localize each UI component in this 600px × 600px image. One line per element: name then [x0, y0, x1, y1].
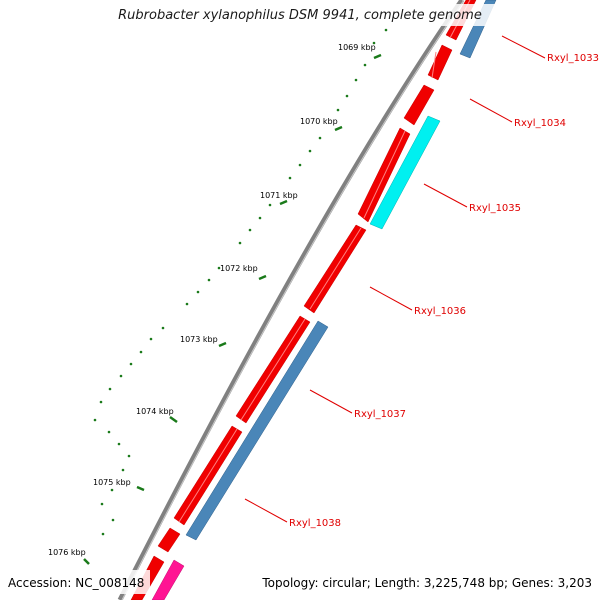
map-title: Rubrobacter xylanophilus DSM 9941, compl…: [118, 8, 482, 23]
genome-summary: Topology: circular; Length: 3,225,748 bp…: [262, 576, 592, 590]
gene-label-rxyl-1033: Rxyl_1033: [547, 53, 599, 64]
gene-label-rxyl-1034: Rxyl_1034: [514, 118, 566, 129]
kbp-label-1072: 1072 kbp: [220, 264, 258, 273]
gene-block-magenta: [151, 559, 185, 600]
kbp-label-1074: 1074 kbp: [136, 407, 174, 416]
kbp-labels: 1069 kbp 1070 kbp 1071 kbp 1072 kbp 1073…: [48, 43, 376, 557]
gene-block-rxyl-1035: [369, 115, 441, 230]
kbp-label-1069: 1069 kbp: [338, 43, 376, 52]
kbp-label-1070: 1070 kbp: [300, 117, 338, 126]
gene-block-rxyl-1037: [185, 320, 329, 541]
gene-callouts: [244, 35, 546, 523]
forward-genes: [130, 0, 477, 600]
kbp-label-1073: 1073 kbp: [180, 335, 218, 344]
kbp-label-1075: 1075 kbp: [93, 478, 131, 487]
gene-label-rxyl-1038: Rxyl_1038: [289, 518, 341, 529]
kbp-label-1071: 1071 kbp: [260, 191, 298, 200]
gene-label-rxyl-1035: Rxyl_1035: [469, 203, 521, 214]
accession-label: Accession: NC_008148: [8, 576, 145, 590]
gene-label-rxyl-1037: Rxyl_1037: [354, 409, 406, 420]
kbp-label-1076: 1076 kbp: [48, 548, 86, 557]
genome-backbone: [117, 0, 465, 600]
gene-label-rxyl-1036: Rxyl_1036: [414, 306, 466, 317]
gene-labels: Rxyl_1033 Rxyl_1034 Rxyl_1035 Rxyl_1036 …: [289, 53, 599, 529]
major-ticks: [83, 53, 382, 565]
outer-scale-dots: [93, 28, 388, 536]
